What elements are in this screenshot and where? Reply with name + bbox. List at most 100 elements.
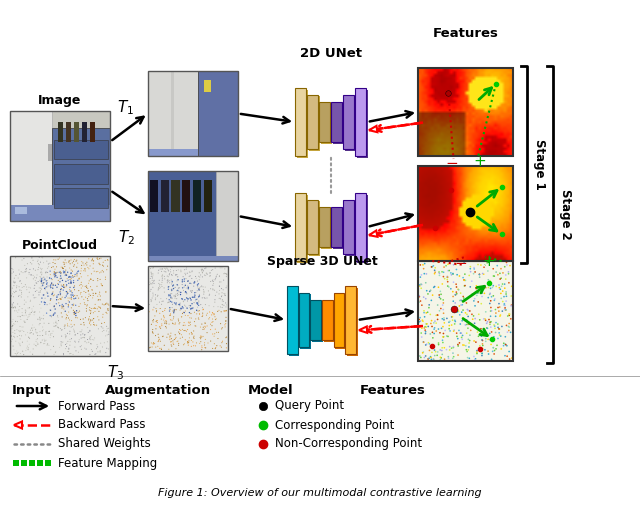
Point: [470, 268, 480, 276]
Point: [193, 300, 203, 308]
Point: [166, 280, 177, 288]
Point: [50, 309, 60, 317]
Point: [147, 320, 157, 328]
Point: [6, 337, 17, 346]
Point: [458, 273, 468, 282]
Point: [49, 322, 60, 330]
Point: [98, 258, 108, 266]
Point: [48, 327, 58, 335]
Point: [12, 317, 22, 326]
Point: [153, 337, 163, 346]
Point: [93, 343, 103, 351]
Point: [100, 300, 111, 309]
Point: [490, 305, 500, 314]
Point: [36, 284, 46, 292]
Point: [500, 341, 511, 349]
Point: [65, 285, 75, 294]
Point: [7, 269, 17, 277]
Point: [148, 340, 159, 348]
Point: [471, 284, 481, 292]
Point: [88, 292, 99, 300]
Point: [93, 296, 103, 304]
Bar: [198, 71, 238, 156]
Point: [15, 331, 25, 340]
Point: [15, 335, 25, 343]
Point: [40, 300, 50, 309]
Point: [460, 309, 470, 317]
Point: [159, 275, 170, 283]
Point: [44, 292, 54, 300]
Point: [157, 265, 168, 273]
Point: [47, 276, 58, 284]
Point: [10, 333, 20, 342]
Point: [208, 286, 218, 294]
Point: [156, 344, 166, 352]
Point: [196, 320, 207, 328]
Point: [454, 338, 465, 347]
Point: [436, 354, 446, 362]
Point: [195, 333, 205, 342]
Point: [145, 344, 155, 352]
Point: [21, 283, 31, 291]
Point: [201, 269, 211, 277]
Point: [501, 290, 511, 298]
Point: [189, 288, 200, 297]
Point: [42, 273, 52, 281]
Point: [51, 300, 61, 308]
Point: [66, 294, 76, 302]
Point: [213, 334, 223, 343]
Point: [79, 321, 89, 329]
Point: [427, 263, 437, 271]
Point: [176, 268, 186, 276]
Point: [157, 271, 168, 280]
Point: [146, 279, 156, 287]
Point: [38, 331, 48, 340]
Point: [460, 281, 470, 289]
Point: [8, 321, 18, 330]
Point: [208, 281, 218, 289]
Point: [219, 269, 229, 278]
Point: [98, 324, 108, 332]
Point: [415, 273, 426, 281]
Point: [12, 287, 22, 296]
Point: [60, 271, 70, 279]
Point: [13, 306, 24, 314]
Point: [182, 294, 192, 302]
Point: [39, 335, 49, 344]
Point: [60, 322, 70, 331]
Point: [216, 295, 226, 303]
Point: [483, 335, 493, 344]
Point: [8, 328, 18, 336]
Point: [38, 326, 49, 334]
Point: [61, 345, 71, 353]
Point: [156, 345, 166, 353]
Point: [61, 332, 71, 341]
Bar: [289, 287, 300, 356]
Point: [184, 268, 195, 276]
Point: [157, 265, 167, 273]
Point: [474, 332, 484, 341]
Point: [465, 336, 475, 345]
Bar: [170, 71, 174, 156]
Point: [184, 337, 194, 345]
Point: [197, 273, 207, 281]
Point: [176, 304, 186, 313]
Point: [68, 279, 79, 287]
Point: [163, 266, 173, 274]
Point: [173, 287, 183, 295]
Point: [157, 308, 168, 316]
Point: [65, 279, 76, 287]
Point: [486, 307, 497, 315]
Point: [419, 324, 429, 332]
Point: [198, 309, 208, 317]
Point: [82, 261, 92, 269]
Point: [159, 288, 170, 296]
Point: [148, 329, 158, 337]
Point: [184, 301, 194, 310]
Point: [74, 281, 84, 289]
Point: [99, 338, 109, 347]
Point: [44, 327, 54, 335]
Point: [36, 278, 47, 286]
Point: [148, 303, 159, 311]
Point: [424, 346, 435, 354]
